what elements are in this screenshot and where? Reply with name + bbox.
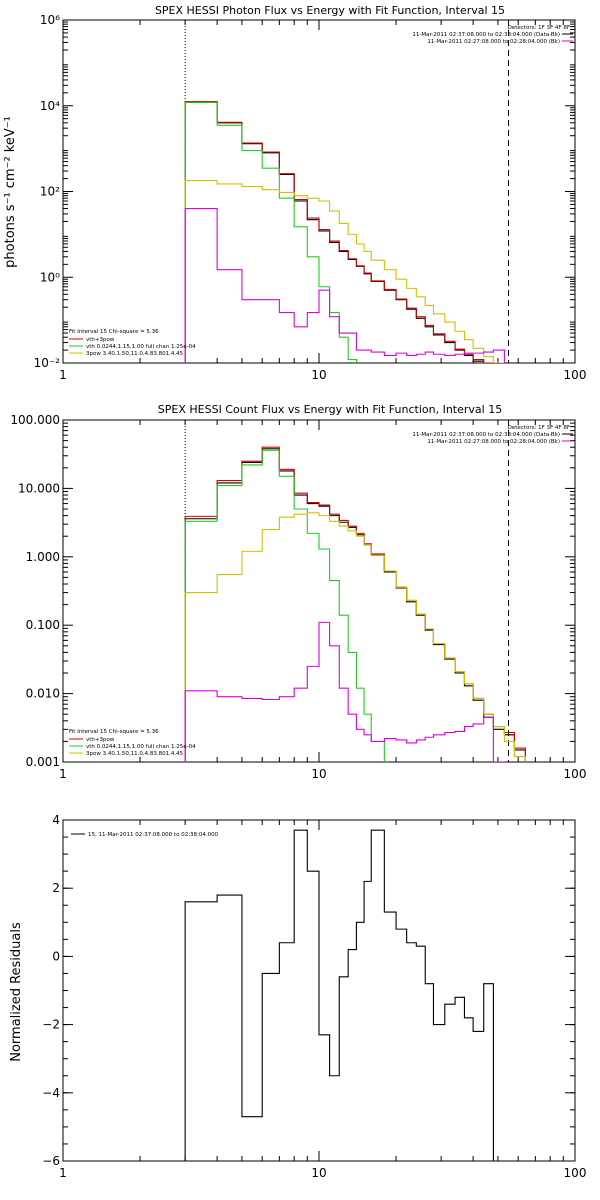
- photon-header-line1: 11-Mar-2011 02:37:08.000 to 02:38:04.000…: [412, 32, 560, 38]
- count-fit-label-3pow: 3pow 3.40,1.50,11.0,4.83,801,4.45: [86, 751, 184, 757]
- photon-fit-label-total: vth+3pow: [86, 337, 115, 343]
- series-line-0: [184, 829, 515, 1161]
- y-tick-label: 10⁰: [40, 270, 60, 284]
- series-line-2: [184, 101, 515, 363]
- residuals-ylabel: Normalized Residuals: [9, 922, 24, 1062]
- count-axes: 1 10 100 0.001 0.010 0.100 1.000 10.000 100.000: [10, 413, 586, 781]
- y-tick-label: 10⁻²: [34, 356, 61, 370]
- series-line-3: [184, 180, 515, 363]
- series-line-2: [184, 449, 526, 762]
- count-series: [184, 446, 526, 762]
- y-tick-label: 0.010: [26, 687, 60, 701]
- y-tick-label: 4: [52, 813, 60, 827]
- series-line-4: [184, 621, 526, 762]
- photon-detectors: Detectors: 1F 3F 4F 8F: [508, 25, 570, 31]
- x-tick-label: 100: [564, 767, 587, 781]
- photon-title: SPEX HESSI Photon Flux vs Energy with Fi…: [155, 4, 505, 17]
- y-tick-label: 10⁶: [40, 13, 60, 27]
- photon-fit-header: Fit Interval 15 Chi-square = 5.36: [69, 329, 159, 335]
- x-tick-label: 1: [59, 368, 67, 382]
- residuals-series: [184, 829, 515, 1161]
- residuals-axes: 1 10 100 −6 −4 −2 0 2 4: [42, 813, 586, 1180]
- photon-axes: 1 10 100 10⁻² 10⁰ 10² 10⁴ 10⁶: [34, 13, 587, 382]
- photon-panel: SPEX HESSI Photon Flux vs Energy with Fi…: [3, 4, 587, 382]
- y-tick-label: 100.000: [10, 413, 60, 427]
- y-tick-label: 10²: [40, 185, 60, 199]
- residuals-panel: 1 10 100 −6 −4 −2 0 2 4 Normalized Residuals 15,…: [9, 813, 586, 1180]
- photon-fit-label-vth: vth 0.0244,1.15,1.00 full chan 1.25e-04: [86, 344, 196, 350]
- series-line-1: [184, 446, 526, 762]
- count-header-line1: 11-Mar-2011 02:37:08.000 to 02:38:04.000…: [412, 432, 560, 438]
- photon-fit-label-3pow: 3pow 3.40,1.50,11.0,4.83,801,4.45: [86, 351, 184, 357]
- y-tick-label: 1.000: [26, 550, 60, 564]
- x-tick-label: 10: [311, 1166, 326, 1180]
- series-line-1: [184, 101, 515, 363]
- count-fit-label-total: vth+3pow: [86, 737, 115, 743]
- y-tick-label: 0.100: [26, 618, 60, 632]
- x-tick-label: 10: [311, 767, 326, 781]
- count-header-line2: 11-Mar-2011 02:27:08.000 to 02:28:04.000…: [427, 439, 560, 445]
- x-tick-label: 10: [311, 368, 326, 382]
- photon-reference-lines: [184, 20, 510, 363]
- count-reference-lines: [184, 420, 510, 762]
- count-fit-header: Fit Interval 15 Chi-square = 5.36: [69, 729, 159, 735]
- photon-series: [184, 101, 515, 363]
- series-line-3: [184, 512, 526, 762]
- y-tick-label: −2: [42, 1018, 60, 1032]
- y-tick-label: 10⁴: [40, 99, 60, 113]
- series-line-4: [184, 208, 515, 363]
- count-title: SPEX HESSI Count Flux vs Energy with Fit…: [158, 403, 502, 416]
- x-tick-label: 100: [564, 1166, 587, 1180]
- count-panel: SPEX HESSI Count Flux vs Energy with Fit…: [10, 403, 586, 781]
- residuals-legend-label: 15, 11-Mar-2011 02:37:08.000 to 02:38:04…: [88, 832, 219, 838]
- y-tick-label: −6: [42, 1154, 60, 1168]
- y-tick-label: −4: [42, 1086, 60, 1100]
- count-frame: [62, 419, 576, 763]
- photon-ylabel: photons s⁻¹ cm⁻² keV⁻¹: [3, 116, 18, 268]
- y-tick-label: 0.001: [26, 755, 60, 769]
- y-tick-label: 2: [52, 881, 60, 895]
- x-tick-label: 1: [59, 767, 67, 781]
- x-tick-label: 1: [59, 1166, 67, 1180]
- y-tick-label: 0: [52, 949, 60, 963]
- count-fit-label-vth: vth 0.0244,1.15,1.00 full chan 1.25e-04: [86, 744, 196, 750]
- count-detectors: Detectors: 1F 3F 4F 8F: [508, 425, 570, 431]
- x-tick-label: 100: [564, 368, 587, 382]
- y-tick-label: 10.000: [18, 481, 60, 495]
- photon-header-line2: 11-Mar-2011 02:27:08.000 to 02:28:04.000…: [427, 39, 560, 45]
- series-line-0: [184, 101, 515, 363]
- series-line-0: [184, 448, 526, 762]
